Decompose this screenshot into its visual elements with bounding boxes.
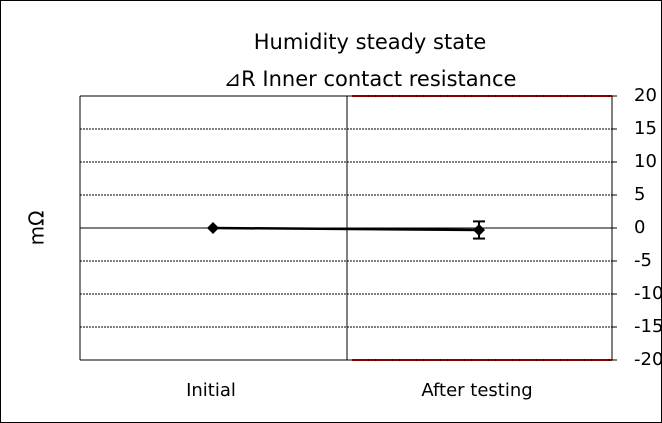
y-tick-label: -5 bbox=[634, 250, 652, 271]
chart-title: Humidity steady state bbox=[254, 30, 487, 54]
y-tick-label: 10 bbox=[634, 151, 657, 172]
data-point bbox=[207, 222, 219, 234]
y-tick-label: -15 bbox=[634, 316, 662, 337]
x-tick-label: After testing bbox=[421, 380, 532, 401]
data-point bbox=[473, 223, 485, 236]
chart-subtitle: ⊿R Inner contact resistance bbox=[224, 67, 517, 91]
y-axis-label: mΩ bbox=[25, 211, 49, 246]
y-tick-label: 15 bbox=[634, 118, 657, 139]
y-tick-label: 20 bbox=[634, 85, 657, 106]
y-tick-label: -20 bbox=[634, 349, 662, 370]
x-tick-label: Initial bbox=[186, 380, 236, 401]
series-line bbox=[212, 226, 480, 232]
y-tick-label: 5 bbox=[634, 184, 645, 205]
y-tick-label: -10 bbox=[634, 283, 662, 304]
y-tick-label: 0 bbox=[634, 217, 645, 238]
